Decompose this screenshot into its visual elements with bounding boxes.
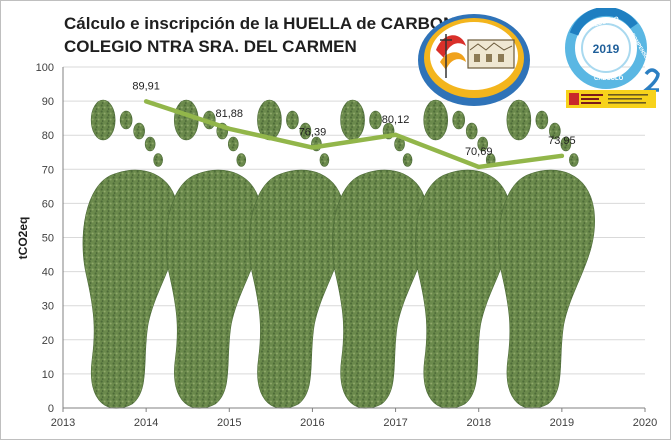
x-tick-label-2018: 2018 bbox=[466, 417, 490, 429]
y-tick-label-50: 50 bbox=[42, 233, 54, 245]
chart-title: Cálculo e inscripción de la HUELLA de CA… bbox=[64, 14, 469, 33]
axes bbox=[62, 67, 646, 412]
data-label-0-4: 70,69 bbox=[465, 146, 493, 158]
y-tick-label-60: 60 bbox=[42, 198, 54, 210]
footprint-5 bbox=[498, 99, 596, 409]
footprint-0 bbox=[82, 99, 180, 409]
x-tick-label-2017: 2017 bbox=[383, 417, 407, 429]
data-point-0-5 bbox=[559, 153, 564, 158]
x-tick-label-2015: 2015 bbox=[217, 417, 241, 429]
y-tick-label-40: 40 bbox=[42, 267, 54, 279]
data-label-0-1: 81,88 bbox=[216, 108, 244, 120]
y-tick-label-90: 90 bbox=[42, 96, 54, 108]
x-tick-label-2013: 2013 bbox=[51, 417, 75, 429]
footprint-decorations bbox=[82, 99, 596, 409]
chart-subtitle: COLEGIO NTRA SRA. DEL CARMEN bbox=[64, 37, 357, 56]
data-point-0-2 bbox=[310, 145, 315, 150]
y-axis-label: tCO2eq bbox=[16, 217, 30, 260]
series-line-0 bbox=[143, 99, 565, 170]
y-tick-label-20: 20 bbox=[42, 335, 54, 347]
y-tick-label-30: 30 bbox=[42, 301, 54, 313]
calculo-reduzco-badge: REDUZCO 2019 CALCULO COMPENSO bbox=[565, 8, 660, 92]
tick-labels: 0 10 20 30 40 50 60 70 80 90 100 2013 2014 2015 2016 20… bbox=[36, 62, 658, 429]
data-labels: 89,91 81,88 76,39 80,12 70,69 73,95 bbox=[132, 80, 575, 158]
y-tick-label-100: 100 bbox=[36, 62, 54, 74]
chart-title-block: Cálculo e inscripción de la HUELLA de CA… bbox=[64, 12, 469, 58]
data-point-0-1 bbox=[227, 126, 232, 131]
badge-text-calculo: CALCULO bbox=[594, 76, 624, 82]
data-label-0-0: 89,91 bbox=[132, 80, 160, 92]
footprint-3 bbox=[331, 99, 429, 409]
data-label-0-3: 80,12 bbox=[382, 114, 410, 126]
data-label-0-5: 73,95 bbox=[548, 135, 576, 147]
y-tick-label-0: 0 bbox=[48, 403, 54, 415]
school-crest-logo bbox=[418, 14, 530, 106]
data-point-0-3 bbox=[393, 132, 398, 137]
y-tick-label-80: 80 bbox=[42, 130, 54, 142]
data-point-0-4 bbox=[476, 164, 481, 169]
badge-c2-mark bbox=[641, 68, 660, 92]
x-tick-label-2016: 2016 bbox=[300, 417, 324, 429]
y-tick-label-10: 10 bbox=[42, 369, 54, 381]
data-label-0-2: 76,39 bbox=[299, 127, 327, 139]
x-tick-label-2020: 2020 bbox=[633, 417, 657, 429]
data-point-0-0 bbox=[144, 99, 149, 104]
ministry-logo bbox=[566, 90, 656, 108]
x-tick-label-2019: 2019 bbox=[550, 417, 574, 429]
y-tick-label-70: 70 bbox=[42, 164, 54, 176]
data-series bbox=[143, 99, 565, 170]
x-tick-label-2014: 2014 bbox=[134, 417, 158, 429]
badge-text-year: 2019 bbox=[593, 42, 620, 56]
footprint-1 bbox=[165, 99, 263, 409]
